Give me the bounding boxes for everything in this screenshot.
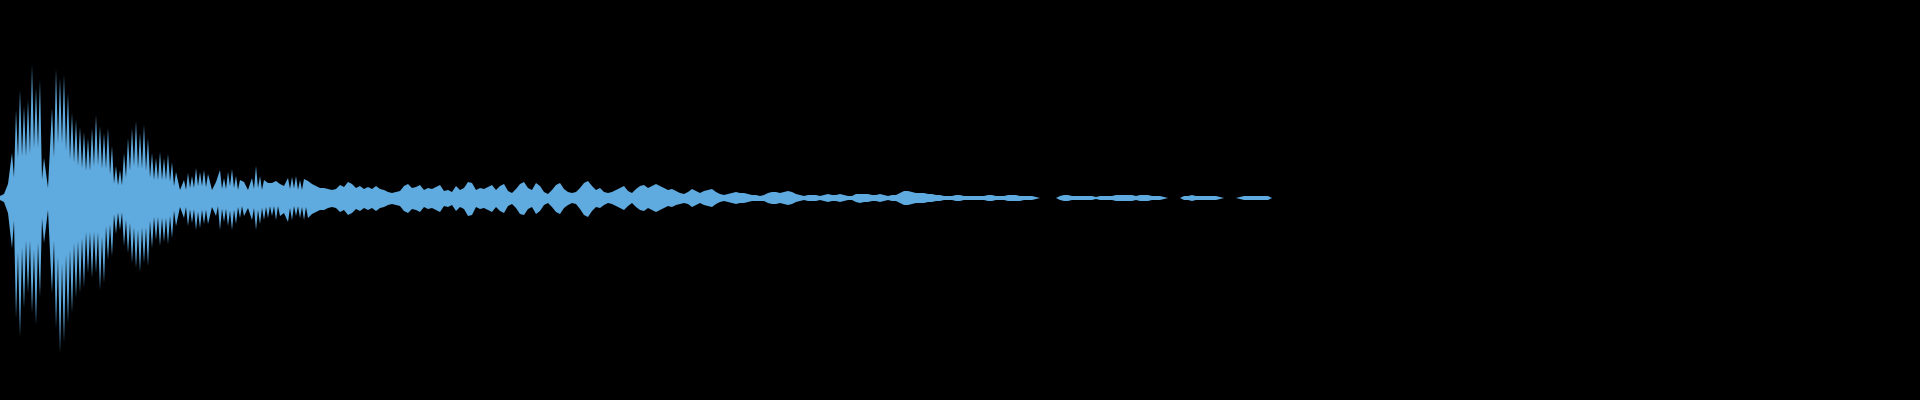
waveform-shape — [0, 65, 1272, 353]
